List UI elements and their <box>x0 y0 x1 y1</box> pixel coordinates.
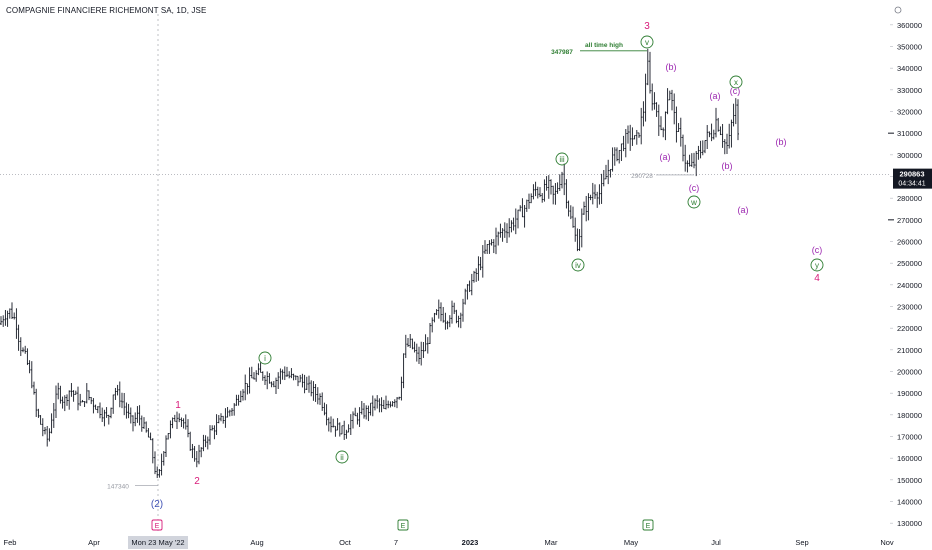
ohlc-series <box>0 48 739 479</box>
low-value: 147340 <box>107 484 129 491</box>
x-tick-label: Mar <box>545 538 558 547</box>
primary-wave-label: 1 <box>175 400 181 411</box>
sub-wave-label: (a) <box>710 91 721 101</box>
wave-annotations: all time high3479872907281473401234(2)ii… <box>107 21 824 531</box>
price-axis-bg <box>890 0 932 550</box>
ath-label: all time high <box>585 42 623 49</box>
event-marker-label: E <box>155 523 160 530</box>
y-tick-label: 180000 <box>897 411 922 420</box>
y-tick-label: 230000 <box>897 303 922 312</box>
minor-wave-v: v <box>645 38 649 47</box>
settings-icon <box>894 6 902 14</box>
x-tick-label: Mon 23 May '22 <box>131 538 184 547</box>
sub-wave-label: (c) <box>689 183 700 193</box>
minor-wave-ii: ii <box>340 453 344 462</box>
sub-wave-label: (b) <box>722 161 733 171</box>
minor-wave-iv: iv <box>575 261 581 270</box>
minor-wave-iv-circle <box>571 258 585 272</box>
chart-title: COMPAGNIE FINANCIERE RICHEMONT SA, 1D, J… <box>6 6 207 15</box>
y-tick-label: 250000 <box>897 259 922 268</box>
minor-wave-iii-circle <box>555 152 569 166</box>
y-tick-label: 270000 <box>897 216 922 225</box>
y-tick-label: 300000 <box>897 151 922 160</box>
y-tick-label: 260000 <box>897 238 922 247</box>
minor-wave-y: y <box>815 261 819 270</box>
minor-wave-ii-circle <box>335 450 349 464</box>
y-tick-label: 310000 <box>897 129 922 138</box>
y-tick-label: 320000 <box>897 108 922 117</box>
x-tick-label: Nov <box>880 538 894 547</box>
event-marker-label: E <box>401 523 406 530</box>
y-tick-label: 150000 <box>897 476 922 485</box>
minor-wave-y-circle <box>810 258 824 272</box>
y-tick-label: 170000 <box>897 433 922 442</box>
x-tick-label: Apr <box>88 538 100 547</box>
y-tick-label: 190000 <box>897 389 922 398</box>
chart-grid <box>0 14 890 534</box>
y-tick-label: 220000 <box>897 324 922 333</box>
x-tick-label: May <box>624 538 638 547</box>
price-badge-value: 290863 <box>899 170 924 179</box>
y-tick-label: 340000 <box>897 64 922 73</box>
y-tick-label: 140000 <box>897 498 922 507</box>
x-tick-label: 7 <box>394 538 398 547</box>
x-tick-label: Aug <box>250 538 263 547</box>
minor-wave-x: x <box>734 78 738 87</box>
minor-wave-w: w <box>690 198 697 207</box>
minor-wave-i-circle <box>258 351 272 365</box>
minor-wave-v-circle <box>640 35 654 49</box>
y-tick-label: 160000 <box>897 454 922 463</box>
minor-wave-w-circle <box>687 195 701 209</box>
sub-wave-label: (b) <box>776 137 787 147</box>
x-tick-label: Sep <box>795 538 808 547</box>
level-value: 290728 <box>631 173 653 180</box>
x-cursor-label-bg <box>128 536 188 549</box>
sub-wave-label: (c) <box>730 86 741 96</box>
y-tick-label: 350000 <box>897 43 922 52</box>
price-axis: 130000 140000 150000 160000 170000 180000 1900… <box>888 0 932 550</box>
sub-wave-label: (a) <box>660 152 671 162</box>
x-tick-label: Feb <box>4 538 17 547</box>
price-badge-countdown: 04:34:41 <box>898 181 925 188</box>
event-marker-label: E <box>646 523 651 530</box>
y-tick-label: 280000 <box>897 194 922 203</box>
x-tick-label: Oct <box>339 538 352 547</box>
sub-wave-label: (b) <box>666 62 677 72</box>
primary-wave-label: 3 <box>644 21 650 32</box>
primary-wave-label: 2 <box>194 476 200 487</box>
sub-wave-label: (c) <box>812 245 823 255</box>
current-price-badge: 290863 04:34:41 <box>893 168 932 189</box>
time-axis: Feb Apr Mon 23 May '22 Aug Oct 7 2023 Mar May Jul… <box>4 536 894 549</box>
minor-wave-iii: iii <box>559 155 565 164</box>
event-marker-box <box>151 519 163 531</box>
intermediate-wave-label: (2) <box>151 499 163 510</box>
y-tick-label: 330000 <box>897 86 922 95</box>
y-tick-label: 360000 <box>897 21 922 30</box>
x-tick-label: Jul <box>711 538 721 547</box>
minor-wave-i: i <box>264 354 266 363</box>
primary-wave-label: 4 <box>814 273 820 284</box>
event-marker-box <box>642 519 654 531</box>
ath-value: 347987 <box>551 49 573 56</box>
price-badge-bg <box>893 168 932 189</box>
y-tick-label: 210000 <box>897 346 922 355</box>
y-tick-label: 130000 <box>897 519 922 528</box>
x-tick-label: 2023 <box>462 538 479 547</box>
minor-wave-x-circle <box>729 75 743 89</box>
sub-wave-label: (a) <box>738 205 749 215</box>
y-tick-label: 240000 <box>897 281 922 290</box>
event-marker-box <box>397 519 409 531</box>
y-tick-label: 200000 <box>897 368 922 377</box>
